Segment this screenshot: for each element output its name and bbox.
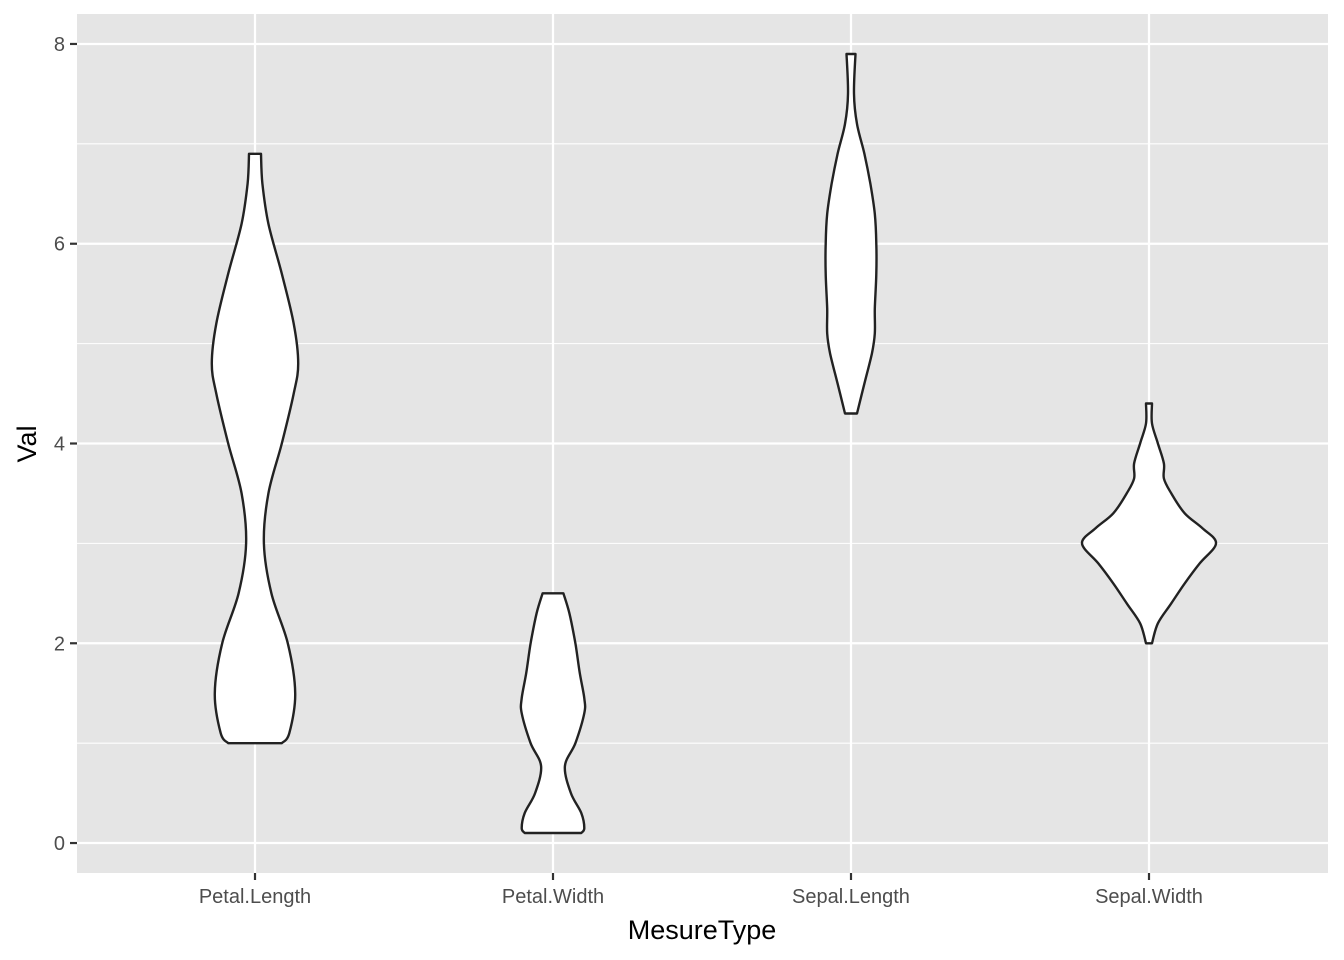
violin-petal-width [519,592,587,835]
y-tick-label: 4 [54,434,65,456]
x-tick-label: Sepal.Width [1095,886,1203,908]
x-tick-label: Petal.Length [199,886,311,908]
y-tick-label: 6 [54,234,65,256]
x-tick-label: Sepal.Length [792,886,910,908]
y-tick-label: 8 [54,34,65,56]
x-axis-title: MesureType [628,915,777,945]
y-tick-label: 2 [54,633,65,655]
y-axis: 0 2 4 6 8 [54,34,77,855]
y-tick-label: 0 [54,833,65,855]
violin-petal-length [210,152,300,745]
violins [210,52,1218,835]
x-axis: Petal.Length Petal.Width Sepal.Length Sepal… [199,873,1203,908]
y-axis-title: Val [12,425,42,462]
violin-sepal-width [1080,402,1218,645]
violin-sepal-length [824,52,878,415]
x-tick-label: Petal.Width [502,886,604,908]
